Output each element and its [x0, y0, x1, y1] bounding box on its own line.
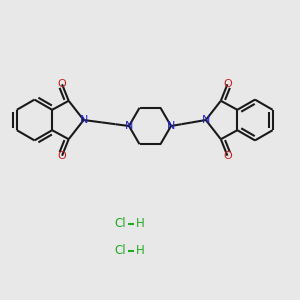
Text: Cl: Cl	[115, 217, 126, 230]
Text: H: H	[136, 244, 145, 257]
Text: O: O	[58, 79, 66, 89]
Text: N: N	[80, 115, 88, 125]
Text: N: N	[202, 115, 210, 125]
Text: N: N	[125, 121, 133, 131]
Text: Cl: Cl	[115, 244, 126, 257]
Text: O: O	[58, 151, 66, 161]
Text: N: N	[167, 121, 175, 131]
Text: H: H	[136, 217, 145, 230]
Text: O: O	[223, 151, 232, 161]
Text: O: O	[223, 79, 232, 89]
